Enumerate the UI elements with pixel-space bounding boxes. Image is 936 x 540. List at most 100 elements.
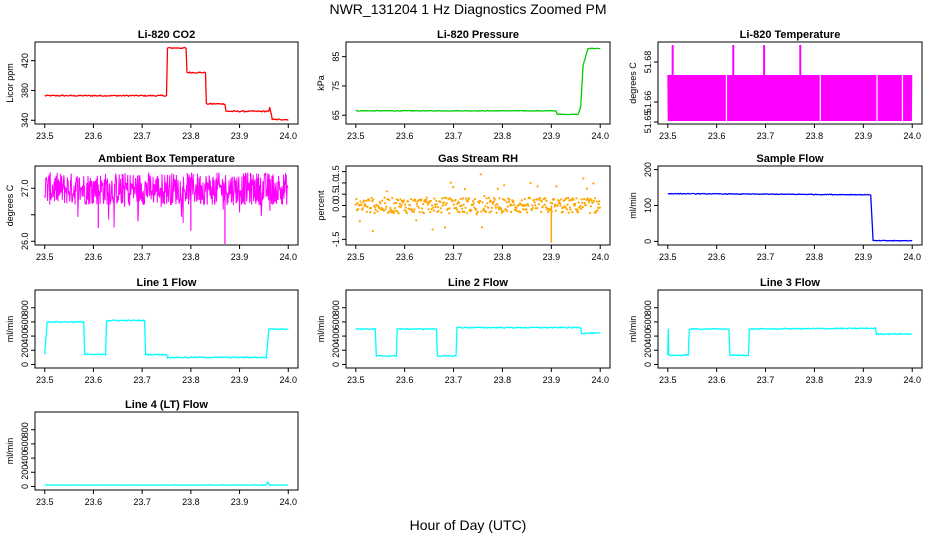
data-point (403, 209, 406, 212)
data-point (544, 206, 548, 209)
x-tick-label: 23.9 (543, 131, 561, 141)
data-point (479, 199, 482, 202)
y-tick-label: 51.65 (643, 111, 653, 134)
y-axis-label: ml/min (628, 316, 638, 343)
data-point (487, 206, 490, 209)
data-point (521, 208, 525, 211)
y-axis-label: degrees C (5, 184, 15, 226)
data-point (365, 210, 368, 213)
x-tick-label: 23.9 (231, 497, 249, 507)
data-point (529, 181, 532, 185)
data-point (523, 197, 526, 201)
data-point (402, 199, 405, 202)
data-point (558, 199, 561, 202)
panel-title: Ambient Box Temperature (98, 153, 235, 165)
data-point (456, 210, 459, 213)
data-point (485, 197, 488, 200)
data-point (449, 181, 452, 184)
x-tick-label: 23.9 (855, 131, 873, 141)
plot-area (667, 192, 913, 242)
data-point (370, 196, 373, 200)
data-point (590, 199, 593, 202)
y-tick-label: 200 (20, 343, 30, 358)
data-point (443, 196, 446, 199)
y-tick-label: 800 (643, 300, 653, 315)
data-point (528, 197, 532, 200)
data-point (376, 210, 379, 213)
y-tick-label: 51.66 (643, 91, 653, 114)
data-point (364, 204, 367, 207)
data-point (536, 207, 539, 210)
x-tick-label: 23.7 (133, 131, 151, 141)
data-point (533, 198, 536, 202)
data-point (484, 205, 487, 208)
data-point (572, 198, 575, 201)
data-point (476, 210, 479, 213)
x-tick-label: 23.5 (659, 375, 677, 385)
data-point (461, 210, 464, 213)
x-tick-label: 23.8 (494, 375, 512, 385)
data-point (470, 209, 473, 212)
data-point (362, 201, 365, 204)
data-point (565, 197, 568, 200)
data-point (596, 209, 599, 212)
y-tick-label: 51.68 (643, 51, 653, 74)
plot-frame (345, 165, 611, 246)
x-tick-label: 23.8 (182, 375, 200, 385)
data-point (540, 200, 543, 203)
data-point (555, 185, 558, 188)
x-tick-label: 23.8 (494, 252, 512, 262)
data-point (496, 187, 499, 190)
x-tick-label: 23.7 (445, 131, 463, 141)
data-point (371, 230, 374, 233)
data-point (421, 207, 424, 210)
data-point (510, 210, 513, 214)
data-point (475, 213, 478, 216)
y-tick-label: 200 (643, 162, 653, 177)
data-point (482, 207, 485, 211)
data-point (464, 206, 467, 209)
y-tick-label: 27.0 (20, 180, 30, 198)
y-tick-label: 1.5 (331, 165, 341, 178)
data-point (592, 199, 596, 202)
y-tick-label: 420 (20, 53, 30, 68)
y-tick-label: 0 (643, 362, 653, 367)
data-point (412, 210, 415, 213)
panel-title: Line 3 Flow (760, 277, 820, 289)
x-tick-label: 23.7 (757, 375, 775, 385)
data-point (581, 201, 584, 204)
data-point (530, 208, 533, 211)
data-point (432, 209, 435, 212)
data-point (447, 197, 450, 201)
data-point (405, 212, 408, 215)
data-point (591, 201, 594, 204)
data-point (452, 203, 455, 206)
data-point (426, 201, 429, 204)
data-point (479, 173, 482, 176)
x-tick-label: 24.0 (903, 375, 921, 385)
panel-8: Line 3 Flow 23.5 23.6 23.7 23.8 23.9 24.0 0 2004… (628, 277, 923, 385)
data-point (480, 226, 483, 229)
data-point (495, 211, 498, 214)
data-point (392, 209, 395, 212)
data-point (533, 201, 536, 204)
data-point (399, 205, 403, 208)
data-point (474, 207, 478, 211)
data-point (584, 204, 587, 207)
data-point (500, 208, 503, 211)
x-tick-label: 23.6 (85, 131, 103, 141)
data-point (432, 206, 435, 209)
data-point (428, 201, 431, 204)
series-line (44, 46, 289, 121)
panel-title: Li-820 Temperature (740, 29, 841, 41)
data-point (579, 204, 582, 208)
data-point (473, 198, 476, 201)
x-tick-label: 23.6 (85, 375, 103, 385)
x-tick-label: 23.7 (757, 131, 775, 141)
data-point (553, 198, 556, 201)
x-tick-label: 23.5 (659, 252, 677, 262)
data-point (534, 204, 537, 207)
data-point (459, 197, 462, 201)
y-tick-label: 100 (643, 198, 653, 213)
data-point (444, 203, 447, 206)
